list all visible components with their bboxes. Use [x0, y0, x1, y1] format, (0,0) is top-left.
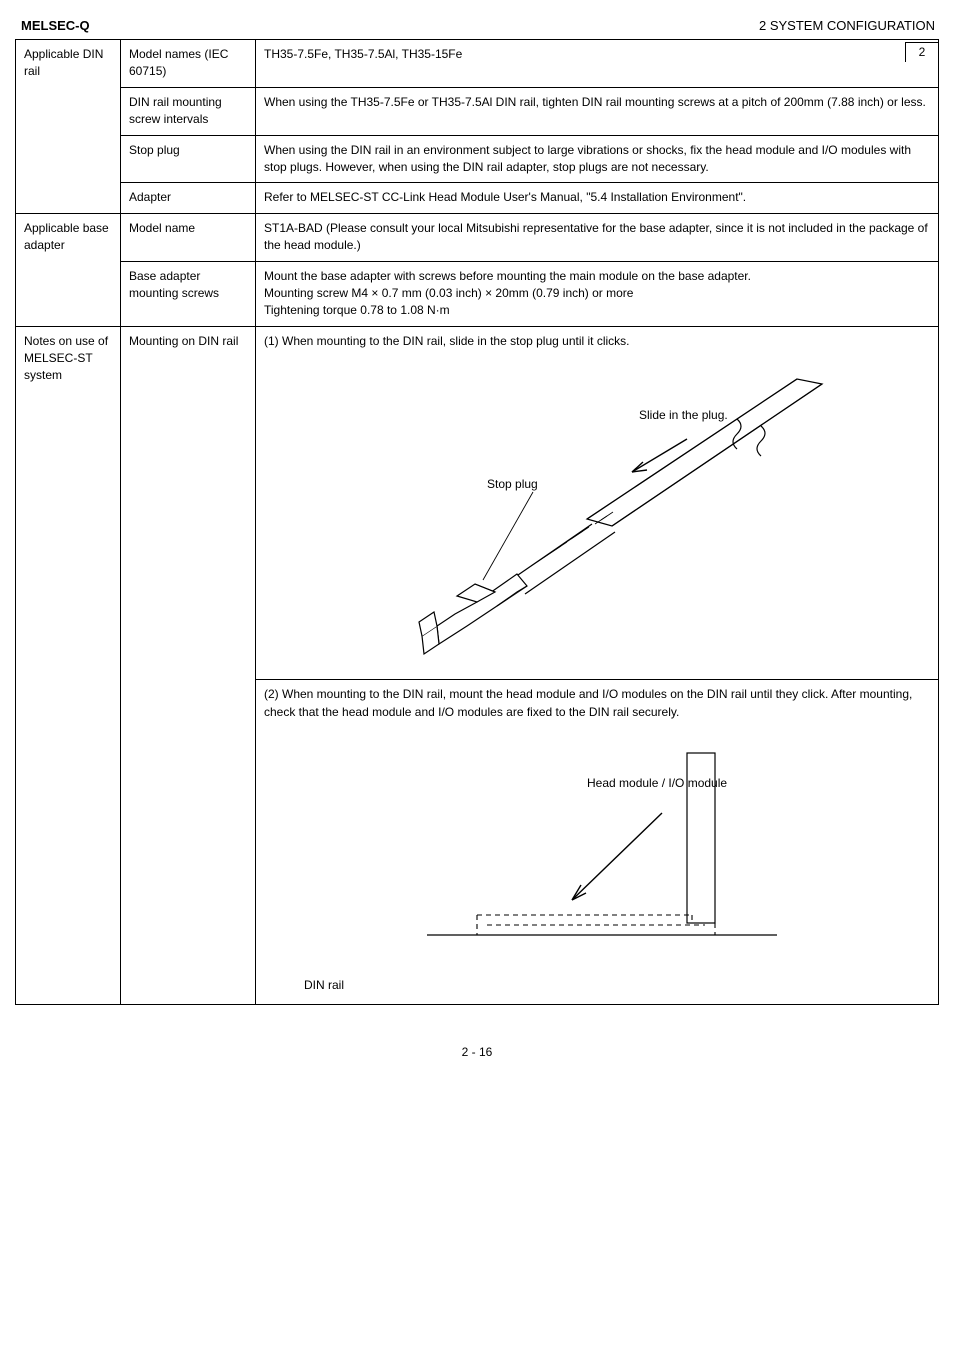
cell-value: Refer to MELSEC-ST CC-Link Head Module U…: [256, 183, 939, 213]
cell-group-notes: Notes on use of MELSEC-ST system: [16, 326, 121, 1004]
table-row: Applicable DIN rail Model names (IEC 607…: [16, 40, 939, 88]
cell-figure-1: (1) When mounting to the DIN rail, slide…: [256, 326, 939, 680]
table-row: Adapter Refer to MELSEC-ST CC-Link Head …: [16, 183, 939, 213]
table-row: Notes on use of MELSEC-ST system Mountin…: [16, 326, 939, 680]
stop-plug-diagram: Slide in the plug. Stop plug: [367, 364, 827, 664]
cell-value: When using the TH35-7.5Fe or TH35-7.5Al …: [256, 87, 939, 135]
figure2-label-rail: DIN rail: [264, 977, 930, 994]
mounting-diagram: Head module / I/O module: [357, 735, 837, 965]
figure1-label-slide: Slide in the plug.: [639, 408, 728, 422]
cell-label: DIN rail mounting screw intervals: [121, 87, 256, 135]
cell-label: Stop plug: [121, 135, 256, 183]
table-row: Stop plug When using the DIN rail in an …: [16, 135, 939, 183]
page-container: MELSEC-Q 2 SYSTEM CONFIGURATION 2 Applic…: [0, 0, 954, 1350]
cell-group-din-rail: Applicable DIN rail: [16, 40, 121, 214]
cell-label: Base adapter mounting screws: [121, 261, 256, 326]
figure1-wrap: Slide in the plug. Stop plug: [264, 364, 930, 669]
spec-table: Applicable DIN rail Model names (IEC 607…: [15, 39, 939, 1005]
cell-label: Model name: [121, 213, 256, 261]
figure2-title: (2) When mounting to the DIN rail, mount…: [264, 686, 930, 721]
cell-value: When using the DIN rail in an environmen…: [256, 135, 939, 183]
figure1-title: (1) When mounting to the DIN rail, slide…: [264, 333, 930, 350]
header-left-text: MELSEC-Q: [15, 18, 759, 33]
table-row: Base adapter mounting screws Mount the b…: [16, 261, 939, 326]
page-header: MELSEC-Q 2 SYSTEM CONFIGURATION: [15, 0, 939, 39]
table-row: Applicable base adapter Model name ST1A-…: [16, 213, 939, 261]
cell-value: TH35-7.5Fe, TH35-7.5Al, TH35-15Fe: [256, 40, 939, 88]
cell-group-base-adapter: Applicable base adapter: [16, 213, 121, 326]
cell-value: Mount the base adapter with screws befor…: [256, 261, 939, 326]
page-footer: 2 - 16: [15, 1045, 939, 1059]
figure2-wrap: Head module / I/O module DIN rail: [264, 735, 930, 994]
cell-value: ST1A-BAD (Please consult your local Mits…: [256, 213, 939, 261]
cell-label-mounting: Mounting on DIN rail: [121, 326, 256, 1004]
table-row: DIN rail mounting screw intervals When u…: [16, 87, 939, 135]
cell-label: Adapter: [121, 183, 256, 213]
figure1-label-stop: Stop plug: [487, 477, 538, 491]
cell-label: Model names (IEC 60715): [121, 40, 256, 88]
cell-figure-2: (2) When mounting to the DIN rail, mount…: [256, 680, 939, 1005]
header-right-text: 2 SYSTEM CONFIGURATION: [759, 18, 939, 33]
figure2-label-module: Head module / I/O module: [587, 776, 727, 790]
page-number-tab: 2: [905, 42, 939, 62]
